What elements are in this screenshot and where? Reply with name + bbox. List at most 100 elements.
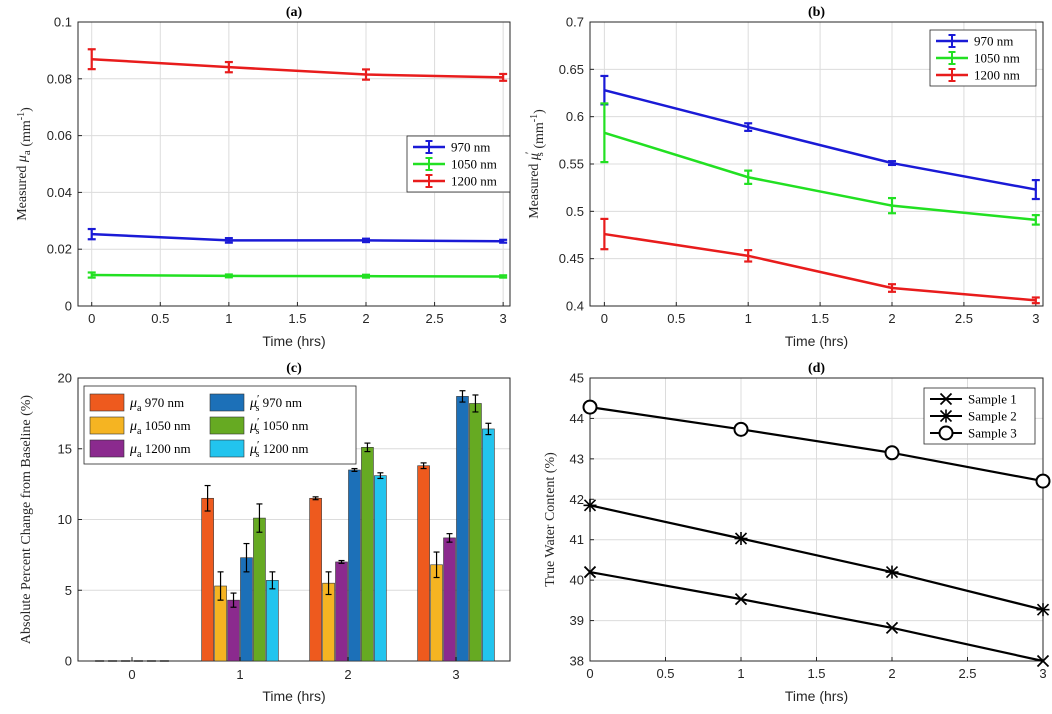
x-axis-label: Time (hrs) — [262, 688, 325, 704]
y-tick-label: 40 — [570, 573, 584, 588]
x-tick-label: 0.5 — [151, 311, 169, 326]
x-tick-label: 1.5 — [811, 311, 829, 326]
bar — [443, 537, 456, 662]
legend-label: μa 1050 nm — [129, 418, 191, 437]
y-tick-label: 45 — [570, 371, 584, 386]
bar — [456, 396, 469, 662]
panel-title: (b) — [808, 5, 825, 20]
bar — [240, 557, 253, 662]
legend-label: 1050 nm — [451, 157, 497, 172]
y-axis-label: Measured μa (mm-1) — [15, 107, 34, 221]
legend-label: μa 1200 nm — [129, 441, 191, 460]
legend-swatch — [209, 393, 245, 412]
marker-x — [734, 593, 748, 606]
bar — [417, 465, 430, 662]
bar — [374, 475, 387, 662]
y-tick-label: 0.7 — [566, 15, 584, 30]
x-tick-label: 0.5 — [656, 666, 674, 681]
legend: 970 nm 1050 nm 1200 nm — [929, 29, 1037, 87]
legend-label: 970 nm — [451, 140, 490, 155]
y-tick-label: 39 — [570, 613, 584, 628]
marker-circle — [582, 399, 598, 415]
legend-label: 1200 nm — [451, 174, 497, 189]
x-tick-label: 2 — [344, 667, 351, 682]
x-tick-label: 0 — [88, 311, 95, 326]
x-tick-label: 0 — [601, 311, 608, 326]
marker-x — [583, 565, 597, 579]
y-tick-label: 0.65 — [559, 62, 584, 77]
y-tick-label: 10 — [58, 512, 72, 527]
axes-frame — [589, 377, 1044, 662]
bar — [227, 599, 240, 662]
bar — [361, 447, 374, 662]
marker-x — [939, 392, 953, 406]
x-axis-label: Time (hrs) — [262, 333, 325, 349]
y-axis-label: Measured μ′s (mm-1) — [522, 109, 547, 219]
series-line — [589, 570, 1044, 663]
x-tick-label: 1 — [737, 666, 744, 681]
x-tick-label: 2.5 — [955, 311, 973, 326]
legend-swatch — [89, 393, 125, 412]
y-tick-label: 42 — [570, 492, 584, 507]
y-tick-label: 0.02 — [47, 242, 72, 257]
legend-swatch — [89, 416, 125, 435]
panel-3: 38 39 40 41 42 43 44 45 0 0.5 1 1.5 2 2.5 3 (d) Time (hr… — [543, 361, 1051, 704]
x-tick-label: 2.5 — [426, 311, 444, 326]
legend-label: μa 970 nm — [129, 395, 184, 414]
bar — [430, 564, 443, 662]
series-line — [91, 57, 504, 79]
x-tick-label: 0 — [128, 667, 135, 682]
y-tick-label: 38 — [570, 654, 584, 669]
x-tick-label: 2.5 — [958, 666, 976, 681]
x-tick-label: 1.5 — [288, 311, 306, 326]
panel-title: (d) — [808, 361, 825, 376]
marker-circle — [938, 425, 954, 441]
y-tick-label: 0.45 — [559, 251, 584, 266]
legend: Sample 1 Sample 2 Sample 3 — [923, 387, 1036, 445]
y-tick-label: 0.06 — [47, 128, 72, 143]
y-tick-label: 0.1 — [54, 15, 72, 30]
legend-swatch — [209, 416, 245, 435]
legend-label: μ′ s 1200 nm — [249, 439, 308, 460]
marker-x — [885, 621, 899, 634]
x-tick-label: 1 — [225, 311, 232, 326]
legend-label: 970 nm — [974, 34, 1013, 49]
y-axis-label: True Water Content (%) — [543, 452, 558, 587]
series-line — [604, 131, 1036, 222]
x-tick-label: 0 — [586, 666, 593, 681]
marker-circle — [1035, 473, 1051, 489]
y-tick-label: 0.4 — [566, 299, 584, 314]
legend-swatch — [89, 439, 125, 458]
x-tick-label: 3 — [1039, 666, 1046, 681]
bar — [253, 517, 266, 662]
legend-label: Sample 2 — [968, 409, 1017, 424]
legend-label: 1200 nm — [974, 68, 1020, 83]
bar — [482, 428, 495, 662]
legend-label: μ′ s 970 nm — [249, 393, 302, 414]
y-tick-label: 0.08 — [47, 71, 72, 86]
marker-x — [1036, 654, 1050, 668]
series-line — [91, 273, 504, 278]
series-line — [604, 88, 1037, 191]
y-tick-label: 0 — [65, 299, 72, 314]
y-tick-label: 44 — [570, 411, 584, 426]
y-axis-label: Absolute Percent Change from Baseline (%… — [19, 395, 34, 645]
legend-label: Sample 1 — [968, 392, 1017, 407]
axes-frame — [77, 377, 511, 662]
y-tick-label: 0.04 — [47, 185, 72, 200]
panel-0: 0 0.02 0.04 0.06 0.08 0.1 0 0.5 1 1.5 2 2.5 3 (a) Time… — [15, 5, 511, 349]
bar — [335, 561, 348, 662]
bar — [201, 497, 214, 662]
y-tick-label: 41 — [570, 532, 584, 547]
panel-title: (a) — [286, 5, 303, 20]
y-tick-label: 15 — [58, 441, 72, 456]
x-tick-label: 2 — [888, 666, 895, 681]
y-tick-label: 5 — [65, 583, 72, 598]
x-tick-label: 3 — [500, 311, 507, 326]
y-tick-label: 43 — [570, 451, 584, 466]
y-tick-label: 0 — [65, 654, 72, 669]
x-axis-label: Time (hrs) — [785, 333, 848, 349]
legend: μa 970 nm μa 1050 nm μa 1200 nm μ′ s 970 nm μ… — [83, 385, 357, 465]
